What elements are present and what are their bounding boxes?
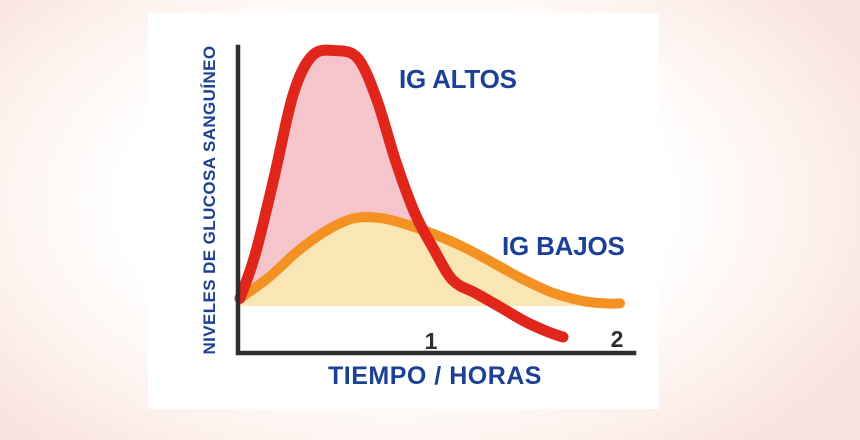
high-gi-label: IG ALTOS <box>399 64 517 94</box>
x-tick-2: 2 <box>610 326 624 352</box>
high-gi-curve <box>234 44 569 343</box>
axis-lines <box>235 44 637 356</box>
x-axis-label: TIEMPO / HORAS <box>328 362 542 390</box>
low-gi-label: IG BAJOS <box>502 231 625 261</box>
x-tick-1: 1 <box>424 328 438 354</box>
y-axis-label: NIVELES DE GLUCOSA SANGUÍNEO <box>200 45 219 355</box>
low-gi-curve <box>235 211 625 309</box>
